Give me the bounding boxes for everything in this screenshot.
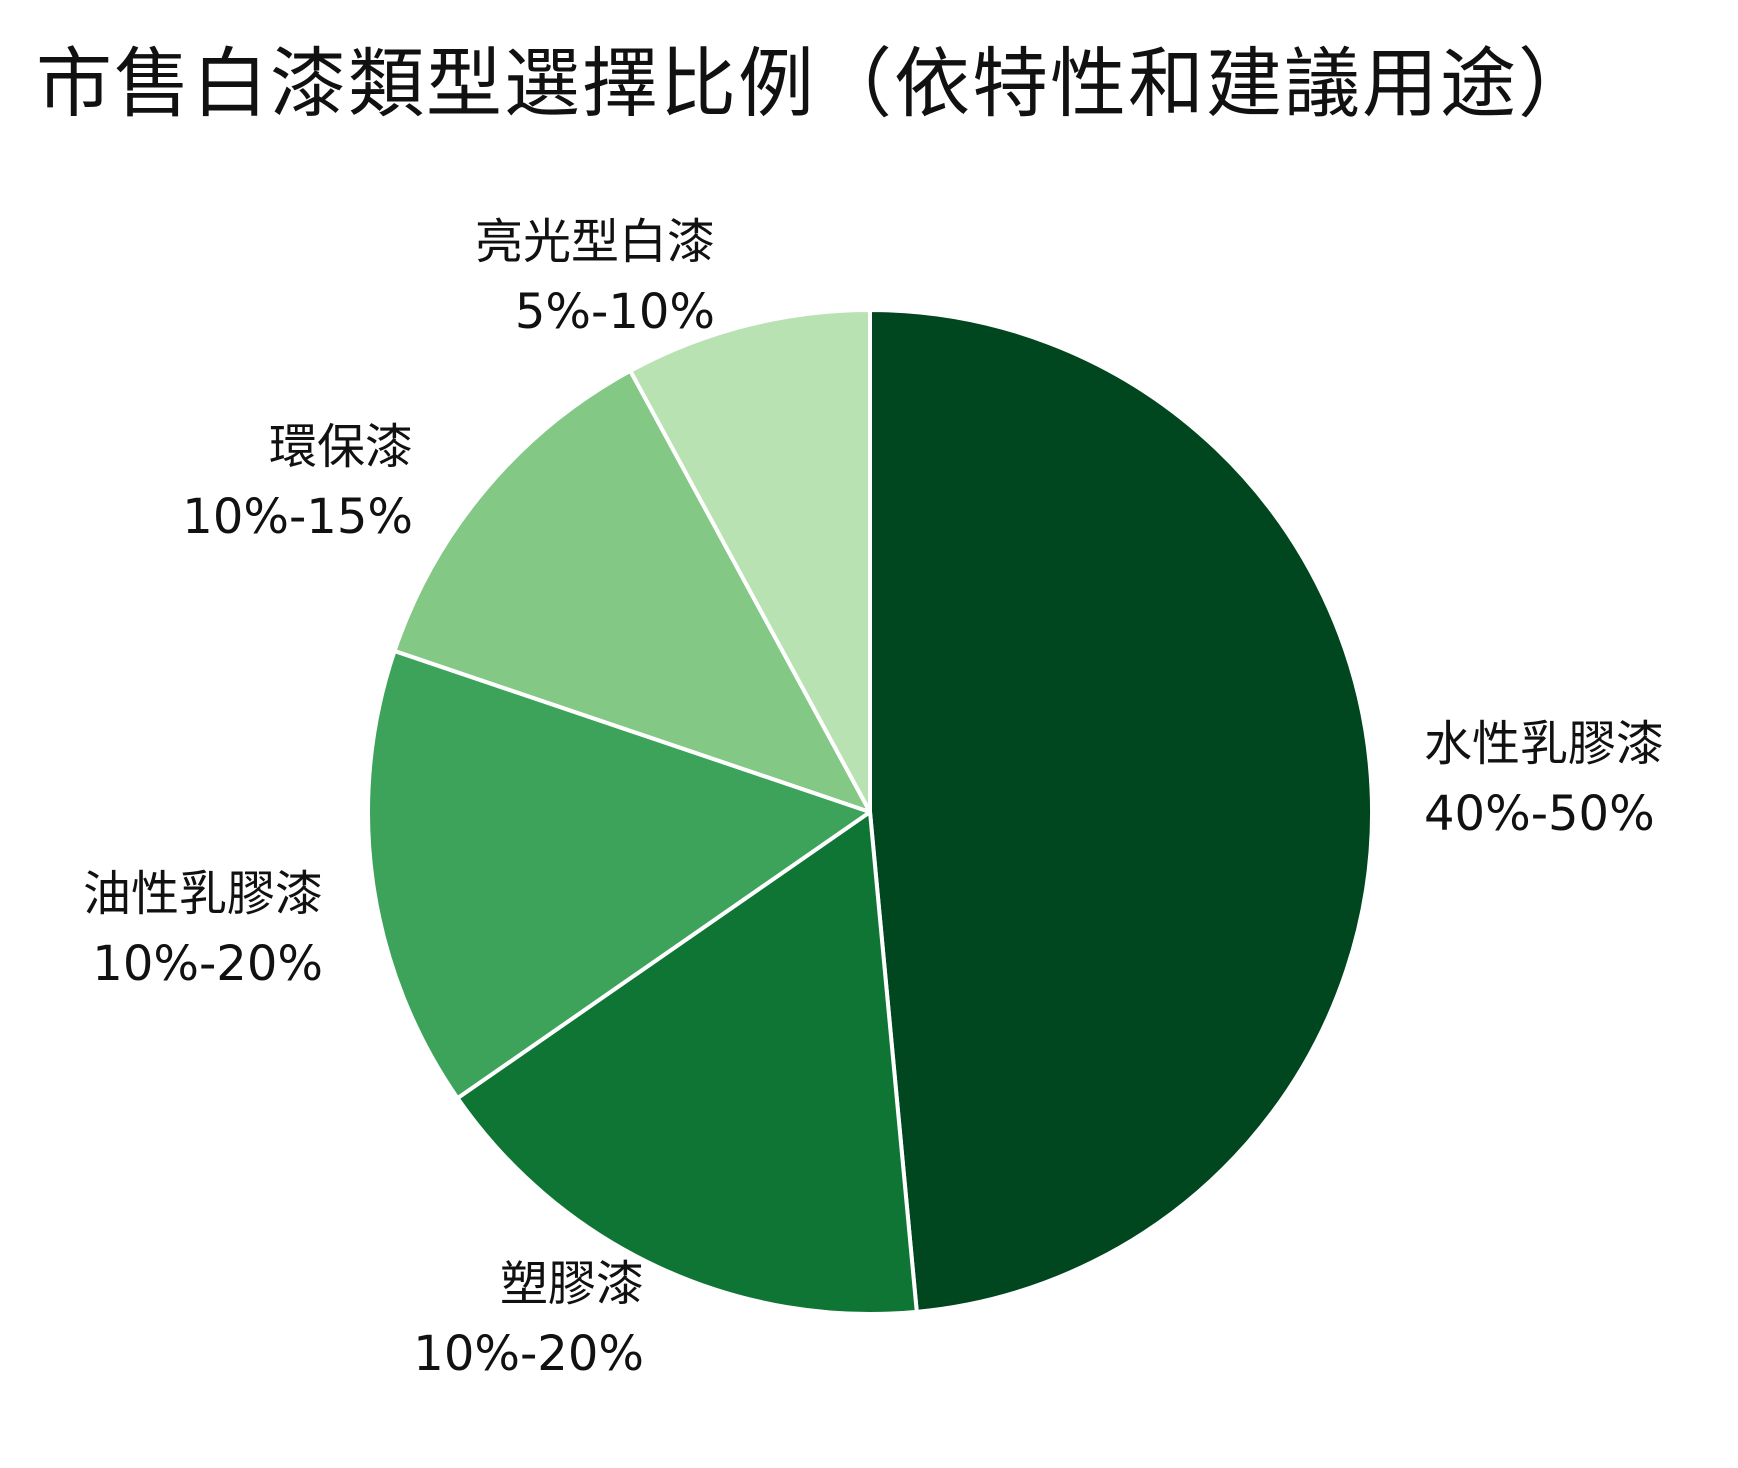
pie-slice	[628, 308, 872, 814]
slice-range-label: 5%-10%	[515, 284, 715, 340]
slice-range-label: 10%-20%	[92, 936, 323, 992]
slice-range-label: 10%-20%	[413, 1326, 644, 1382]
chart-title: 市售白漆類型選擇比例（依特性和建議用途）	[36, 39, 1596, 128]
pie-slice	[455, 810, 919, 1316]
slice-name-label: 亮光型白漆	[475, 214, 715, 270]
slice-labels: 水性乳膠漆 40%-50% 塑膠漆 10%-20% 油性乳膠漆 10%-20% 環保漆 10%…	[83, 214, 1664, 1382]
pie-slice	[392, 368, 872, 814]
pie-slice	[868, 308, 1375, 1314]
slice-name-label: 環保漆	[269, 419, 413, 475]
slice-name-label: 水性乳膠漆	[1424, 716, 1664, 772]
slice-name-label: 油性乳膠漆	[83, 866, 323, 922]
slice-range-label: 10%-15%	[182, 489, 413, 545]
slice-name-label: 塑膠漆	[500, 1256, 644, 1312]
pie-slice	[366, 648, 872, 1101]
pie-slices	[366, 308, 1375, 1316]
slice-range-label: 40%-50%	[1424, 786, 1655, 842]
